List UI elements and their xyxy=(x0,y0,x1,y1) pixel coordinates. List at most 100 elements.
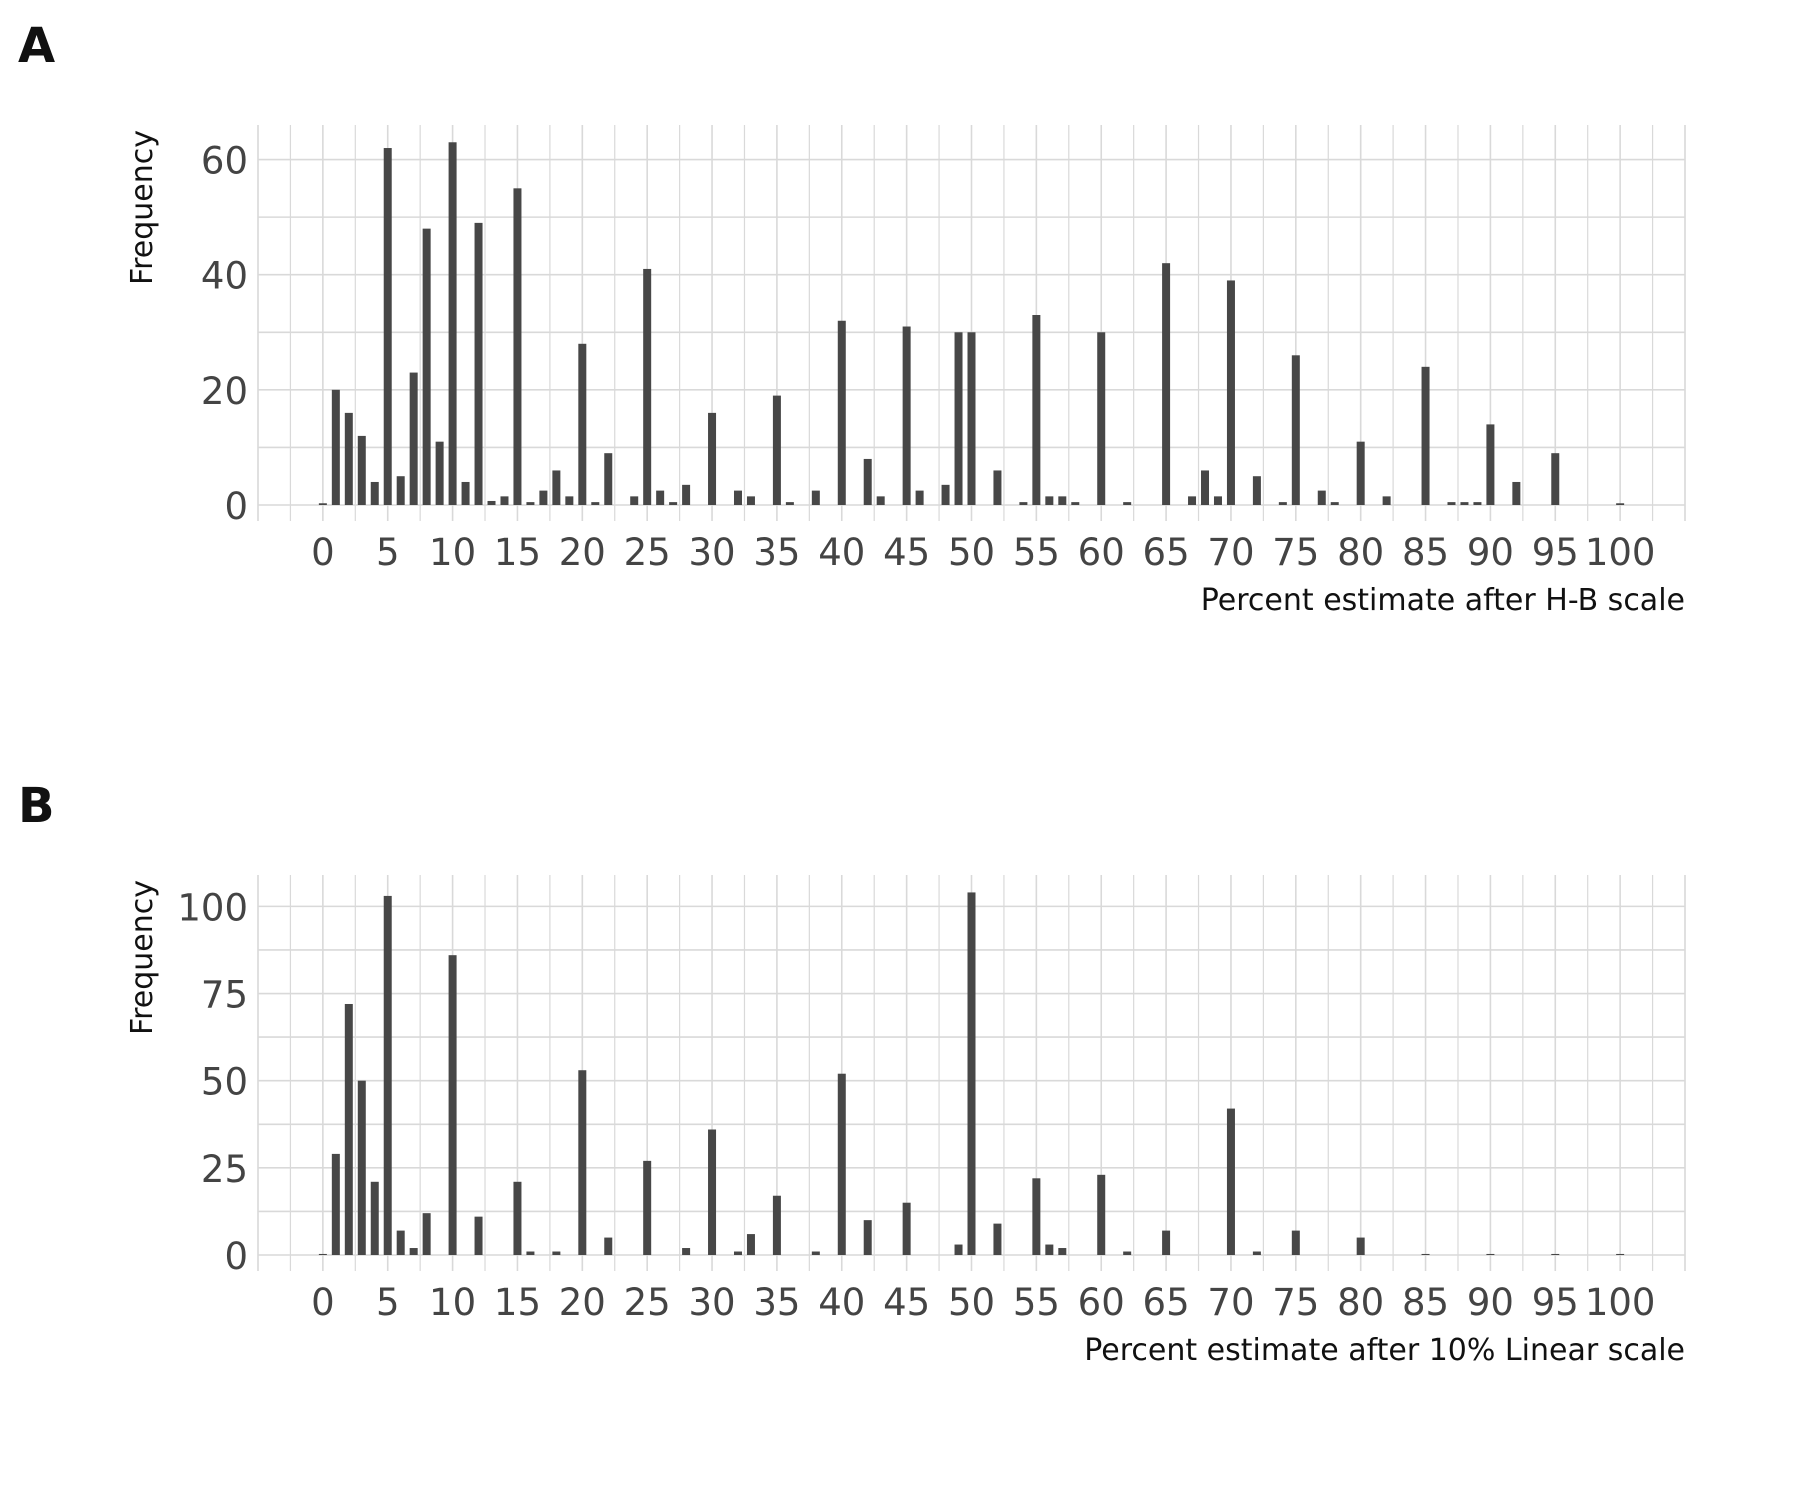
bar xyxy=(1097,332,1106,505)
bar xyxy=(1616,503,1625,505)
x-tick-label: 75 xyxy=(1272,531,1319,574)
histogram-chart-b: 0 5 10 15 20 25 30 35 40 45 50 55 60 65 70 75 80 85 90 95 10… xyxy=(125,875,1686,1368)
bar xyxy=(915,490,924,505)
x-tick-label: 50 xyxy=(948,1281,995,1324)
bar xyxy=(902,326,911,505)
bar xyxy=(1486,424,1495,505)
panel-letter: A xyxy=(18,18,56,74)
bar xyxy=(1213,496,1222,505)
bar xyxy=(967,892,976,1255)
x-tick-label: 40 xyxy=(818,531,865,574)
bar xyxy=(1447,502,1456,505)
bar xyxy=(837,1073,846,1255)
bar xyxy=(1486,1253,1495,1255)
x-tick-label: 100 xyxy=(1585,531,1656,574)
y-tick-label: 20 xyxy=(201,370,248,413)
bar xyxy=(746,496,755,505)
bar xyxy=(1317,490,1326,505)
bar xyxy=(1071,502,1080,505)
bar xyxy=(370,481,379,505)
x-tick-label: 40 xyxy=(818,1281,865,1324)
x-tick-label: 95 xyxy=(1532,1281,1579,1324)
x-tick-label: 65 xyxy=(1143,1281,1190,1324)
bar xyxy=(1473,502,1482,505)
bar xyxy=(1058,496,1067,505)
x-tick-label: 30 xyxy=(688,531,735,574)
x-tick-label: 75 xyxy=(1272,1281,1319,1324)
bar xyxy=(604,453,613,505)
bar xyxy=(682,1248,691,1255)
bar xyxy=(993,1223,1002,1255)
bar xyxy=(474,1216,483,1255)
bar xyxy=(1123,502,1132,505)
bar xyxy=(526,502,535,505)
histogram-chart-a: 0 5 10 15 20 25 30 35 40 45 50 55 60 65 70 75 80 85 90 95 10… xyxy=(125,125,1686,618)
bar xyxy=(954,1244,963,1255)
bar-series xyxy=(318,142,1625,506)
bar xyxy=(993,470,1002,505)
x-tick-label: 55 xyxy=(1013,1281,1060,1324)
x-tick-label: 15 xyxy=(494,531,541,574)
panel-letter: B xyxy=(18,778,55,834)
x-tick-label: 45 xyxy=(883,1281,930,1324)
bar xyxy=(1226,280,1235,505)
x-tick-label: 80 xyxy=(1337,531,1384,574)
x-tick-label: 60 xyxy=(1078,531,1125,574)
bar xyxy=(565,496,574,505)
x-tick-label: 100 xyxy=(1585,1281,1656,1324)
x-tick-label: 15 xyxy=(494,1281,541,1324)
bar xyxy=(967,332,976,505)
bar xyxy=(422,1213,431,1255)
bar xyxy=(331,389,340,505)
bar xyxy=(954,332,963,505)
y-tick-label: 50 xyxy=(201,1061,248,1104)
bar xyxy=(513,1181,522,1255)
y-tick-label: 100 xyxy=(177,886,248,929)
bar xyxy=(785,502,794,505)
x-tick-label: 5 xyxy=(376,1281,400,1324)
bar xyxy=(1291,355,1300,505)
bar xyxy=(1278,502,1287,505)
bar xyxy=(1551,1253,1560,1255)
bar xyxy=(344,412,353,505)
bar xyxy=(396,1230,405,1255)
x-tick-label: 30 xyxy=(688,1281,735,1324)
x-tick-label: 35 xyxy=(753,531,800,574)
bar xyxy=(863,1220,872,1255)
bar xyxy=(409,372,418,505)
x-tick-label: 50 xyxy=(948,531,995,574)
bar xyxy=(902,1202,911,1255)
y-tick-label: 0 xyxy=(224,1235,248,1278)
bar xyxy=(941,484,950,505)
x-tick-label: 5 xyxy=(376,531,400,574)
bar xyxy=(422,228,431,506)
x-tick-label: 0 xyxy=(311,1281,335,1324)
y-tick-label: 40 xyxy=(201,255,248,298)
panel-a: A 0 5 10 15 20 25 30 35 40 45 50 55 60 65 70 75 80 85 90 95… xyxy=(18,18,1686,618)
bar xyxy=(591,502,600,505)
bar xyxy=(876,496,885,505)
bar xyxy=(1045,1244,1054,1255)
x-tick-label: 70 xyxy=(1207,531,1254,574)
bar xyxy=(1188,496,1197,505)
bar xyxy=(746,1234,755,1255)
bar xyxy=(682,484,691,505)
bar xyxy=(772,395,781,505)
bar xyxy=(1123,1251,1132,1255)
bar xyxy=(578,343,587,505)
bar xyxy=(708,412,717,505)
x-axis-title: Percent estimate after H-B scale xyxy=(1201,583,1685,618)
bar xyxy=(318,1253,327,1255)
bar xyxy=(1421,1253,1430,1255)
bar xyxy=(513,188,522,506)
bar xyxy=(604,1237,613,1255)
bar xyxy=(357,435,366,505)
bar xyxy=(578,1070,587,1255)
y-tick-label: 60 xyxy=(201,140,248,183)
bar xyxy=(811,490,820,505)
bar xyxy=(643,268,652,505)
bar xyxy=(863,458,872,505)
bar xyxy=(344,1003,353,1255)
bar xyxy=(1045,496,1054,505)
bar xyxy=(383,148,392,505)
